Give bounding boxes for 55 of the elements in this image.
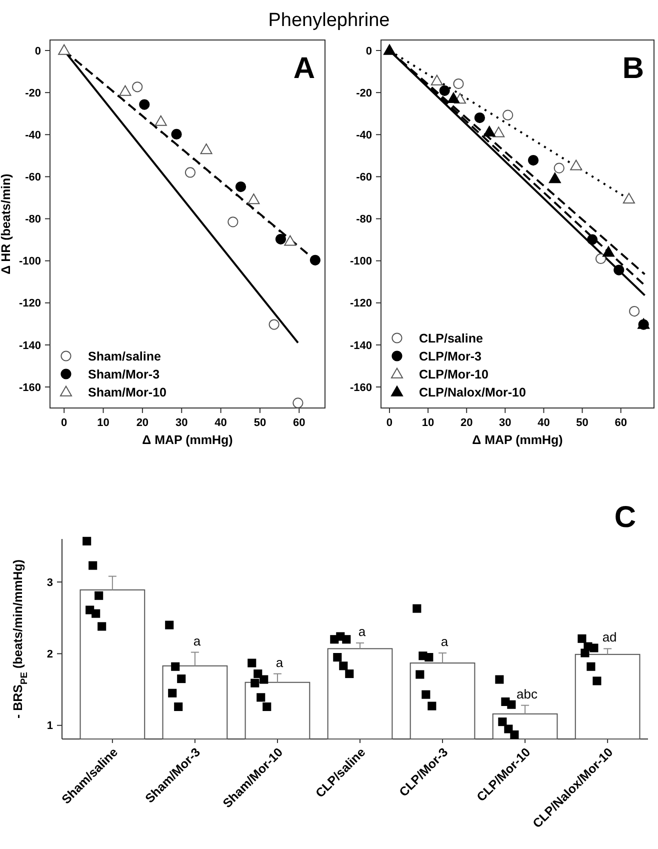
y-tick-label: -140 [18,340,41,352]
annotation: a [276,654,284,670]
y-tick-label: 0 [34,45,41,58]
text: C [614,501,636,534]
annotation: a [440,634,449,649]
y-tick-label: 1 [46,720,53,732]
legend-label: Sham/Mor-10 [88,385,167,400]
x-tick-label: 50 [576,417,588,429]
x-tick-label: 20 [460,417,473,429]
x-tick-label: 40 [538,417,550,429]
x-tick-label: 40 [214,417,227,429]
y-tick-label: -60 [25,172,41,184]
legend-label: CLP/Nalox/Mor-10 [419,385,526,400]
chart-title: Phenylephrine [268,10,390,31]
annotation: abc [516,686,538,702]
y-tick-label: -80 [25,214,41,226]
y-tick-label: -80 [356,214,372,226]
legend-label: CLP/Mor-3 [419,349,482,364]
y-tick-label: -40 [25,129,41,142]
x-axis-title: Δ MAP (mmHg) [142,433,233,447]
annotation: ad [602,630,617,645]
y-tick-label: -20 [356,87,372,100]
y-tick-label: 2 [46,648,53,661]
legend-label: CLP/Mor-10 [419,367,488,382]
legend-label: Sham/saline [88,349,161,364]
x-tick-label: 50 [254,417,266,429]
x-tick-label: 30 [176,417,188,429]
annotation: A [293,52,315,85]
legend-label: CLP/saline [419,331,483,346]
x-axis-title: Δ MAP (mmHg) [472,433,563,447]
y-tick-label: -60 [356,172,372,184]
annotation: a [358,624,366,639]
y-tick-label: -100 [350,256,372,268]
y-tick-label: 0 [366,45,372,58]
y-tick-label: -160 [350,382,372,394]
y-tick-label: -160 [18,382,41,394]
x-tick-label: 60 [293,417,306,429]
x-tick-label: 60 [614,417,627,429]
y-axis-title: Δ HR (beats/min) [0,174,13,274]
y-tick-label: -120 [18,298,41,310]
x-tick-label: 10 [422,417,434,429]
annotation: a [193,633,202,648]
x-tick-label: 30 [499,417,512,429]
y-tick-label: -40 [356,129,372,142]
x-tick-label: 0 [61,417,68,429]
annotation: B [622,52,644,85]
x-tick-label: 20 [136,417,149,429]
legend-label: Sham/Mor-3 [88,367,160,382]
y-tick-label: -20 [25,87,41,100]
y-tick-label: 3 [46,576,53,589]
y-tick-label: -140 [350,340,372,352]
x-tick-label: 10 [97,417,110,429]
y-tick-label: -100 [18,256,41,268]
x-tick-label: 0 [386,417,393,429]
y-tick-label: -120 [350,298,372,310]
